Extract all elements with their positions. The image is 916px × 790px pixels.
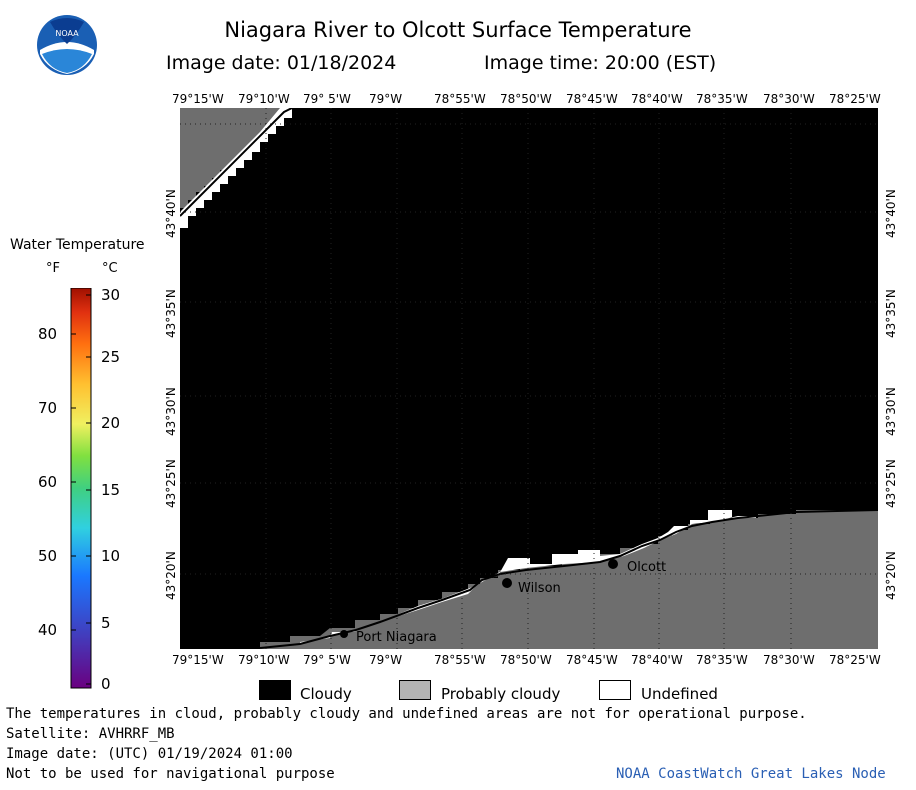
legend-probably-cloudy-label: Probably cloudy [441, 685, 561, 703]
top-lon-label: 78°45'W [566, 92, 618, 106]
map-title: Niagara River to Olcott Surface Temperat… [224, 18, 692, 42]
top-lon-label: 78°30'W [763, 92, 815, 106]
left-lat-label: 43°40'N [164, 189, 178, 238]
colorbar-title: Water Temperature [10, 237, 145, 253]
right-lat-label: 43°40'N [884, 189, 898, 238]
colorbar-f-tick: 40 [38, 621, 58, 639]
legend-cloudy-label: Cloudy [300, 685, 352, 703]
bottom-lon-label: 78°25'W [829, 653, 881, 667]
left-lat-label: 43°30'N [164, 387, 178, 436]
footer-note: The temperatures in cloud, probably clou… [6, 706, 807, 722]
port-niagara-marker [340, 630, 348, 638]
footer-credit: NOAA CoastWatch Great Lakes Node [616, 766, 886, 782]
coastline-nw [180, 108, 293, 217]
top-lon-label: 79°W [369, 92, 403, 106]
left-lat-label: 43°35'N [164, 289, 178, 338]
top-lon-label: 78°50'W [500, 92, 552, 106]
footer-satellite: Satellite: AVHRRF_MB [6, 726, 175, 742]
colorbar-f-tick: 80 [38, 325, 58, 343]
noaa-logo: NOAA [37, 15, 97, 75]
bottom-lon-label: 79°W [369, 653, 403, 667]
label-olcott: Olcott [627, 560, 667, 575]
bottom-lon-label: 79° 5'W [303, 653, 351, 667]
colorbar-c-tick: 30 [101, 286, 121, 304]
colorbar-f-tick: 60 [38, 473, 58, 491]
top-lon-label: 78°55'W [434, 92, 486, 106]
footer-utc-date: Image date: (UTC) 01/19/2024 01:00 [6, 746, 293, 762]
colorbar-c-tick: 20 [101, 414, 121, 432]
top-lon-label: 78°40'W [631, 92, 683, 106]
colorbar-c-tick: 0 [101, 675, 111, 693]
olcott-marker [608, 559, 618, 569]
bottom-lon-label: 79°10'W [238, 653, 290, 667]
top-lon-label: 79° 5'W [303, 92, 351, 106]
bottom-lon-label: 78°35'W [696, 653, 748, 667]
colorbar-c-tick: 10 [101, 547, 121, 565]
bottom-lon-label: 78°45'W [566, 653, 618, 667]
undefined-nw [180, 108, 292, 228]
logo-text: NOAA [55, 29, 79, 38]
bottom-lon-label: 79°15'W [172, 653, 224, 667]
colorbar-f-tick: 70 [38, 399, 58, 417]
graticule [180, 108, 878, 649]
legend-undefined-swatch [599, 680, 631, 700]
coastline-south [259, 509, 878, 649]
bottom-lon-label: 78°50'W [500, 653, 552, 667]
colorbar-c-tick: 15 [101, 481, 121, 499]
unit-celsius: °C [102, 261, 118, 276]
right-lat-label: 43°30'N [884, 387, 898, 436]
right-lat-label: 43°25'N [884, 459, 898, 508]
image-time: Image time: 20:00 (EST) [484, 52, 717, 74]
right-lat-label: 43°35'N [884, 289, 898, 338]
colorbar [70, 288, 92, 689]
top-lon-label: 78°35'W [696, 92, 748, 106]
label-port-niagara: Port Niagara [356, 630, 437, 645]
legend-undefined-label: Undefined [641, 685, 718, 703]
right-lat-label: 43°20'N [884, 551, 898, 600]
legend-cloudy-swatch [259, 680, 291, 700]
top-lon-label: 78°25'W [829, 92, 881, 106]
top-lon-label: 79°10'W [238, 92, 290, 106]
left-lat-label: 43°25'N [164, 459, 178, 508]
bottom-lon-label: 78°40'W [631, 653, 683, 667]
colorbar-f-tick: 50 [38, 547, 58, 565]
top-lon-label: 79°15'W [172, 92, 224, 106]
image-date: Image date: 01/18/2024 [166, 52, 397, 74]
footer-nav-warning: Not to be used for navigational purpose [6, 766, 335, 782]
colorbar-c-tick: 5 [101, 614, 111, 632]
legend-probably-cloudy-swatch [399, 680, 431, 700]
map-panel [180, 108, 878, 649]
bottom-lon-label: 78°30'W [763, 653, 815, 667]
unit-fahrenheit: °F [46, 261, 60, 276]
colorbar-c-tick: 25 [101, 348, 121, 366]
probably-cloudy-south [260, 510, 878, 649]
bottom-lon-label: 78°55'W [434, 653, 486, 667]
left-lat-label: 43°20'N [164, 551, 178, 600]
wilson-marker [502, 578, 512, 588]
label-wilson: Wilson [518, 581, 561, 596]
